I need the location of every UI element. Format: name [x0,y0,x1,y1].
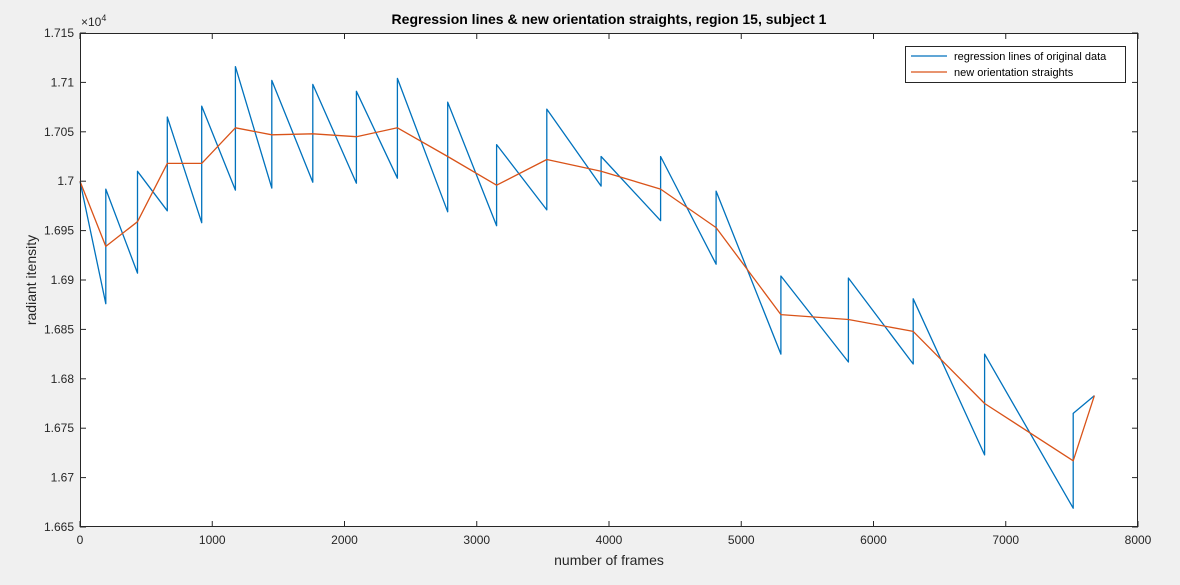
legend: regression lines of original data new ori… [905,46,1126,83]
chart-title: Regression lines & new orientation strai… [392,11,827,27]
y-axis-exponent-power: 4 [101,13,106,23]
x-tick-label: 7000 [992,533,1019,547]
y-tick-label: 1.67 [51,471,75,485]
y-tick-label: 1.675 [44,421,74,435]
x-tick-label: 2000 [331,533,358,547]
x-axis: 0 1000 2000 3000 4000 5000 6000 7000 8000 [77,33,1152,547]
x-tick-label: 0 [77,533,84,547]
y-tick-label: 1.705 [44,125,74,139]
x-tick-label: 5000 [728,533,755,547]
legend-box [905,46,1126,83]
x-tick-label: 3000 [463,533,490,547]
y-tick-label: 1.68 [51,372,75,386]
x-tick-label: 8000 [1125,533,1152,547]
y-tick-label: 1.685 [44,322,74,336]
y-axis-exponent: ×104 [81,13,106,29]
y-tick-label: 1.695 [44,224,74,238]
series-layer [79,65,1096,509]
y-tick-label: 1.7 [57,174,74,188]
y-axis-label: radiant itensity [23,235,39,325]
legend-label-1: regression lines of original data [954,51,1107,63]
series-line-1 [79,65,1095,509]
x-tick-label: 6000 [860,533,887,547]
plot-area [80,33,1138,527]
y-tick-label: 1.71 [51,75,75,89]
y-axis-exponent-base: ×10 [81,15,102,29]
x-tick-label: 1000 [199,533,226,547]
series-line-2 [79,127,1096,462]
legend-label-2: new orientation straights [954,67,1074,79]
y-tick-label: 1.715 [44,26,74,40]
x-tick-label: 4000 [596,533,623,547]
y-tick-label: 1.665 [44,520,74,534]
x-axis-label: number of frames [554,552,664,568]
y-axis: 1.665 1.67 1.675 1.68 1.685 1.69 1.695 1.7 1.705… [44,26,1138,534]
y-tick-label: 1.69 [51,273,75,287]
